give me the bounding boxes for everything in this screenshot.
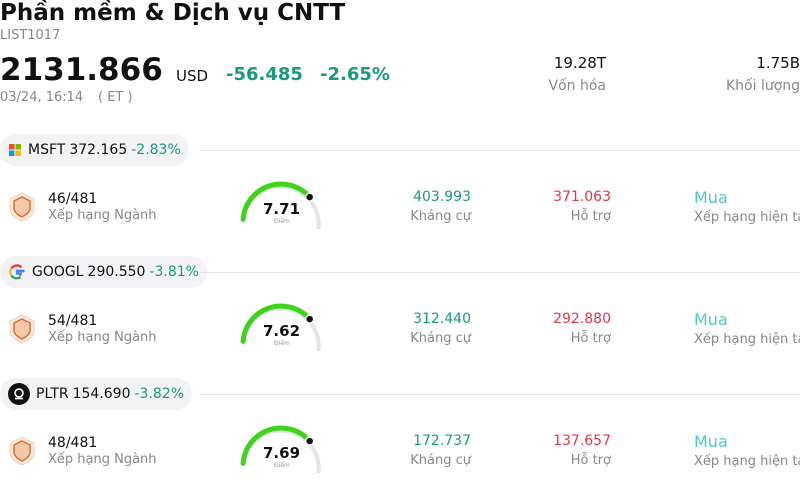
resistance: 172.737	[413, 433, 471, 449]
rating-label: Xếp hạng hiện tại	[694, 332, 800, 347]
support-label: Hỗ trợ	[570, 453, 611, 468]
rank-icon	[9, 436, 35, 466]
rank-icon	[9, 314, 35, 344]
rank: 48/481	[48, 435, 98, 451]
title: Phần mềm & Dịch vụ CNTT	[0, 0, 346, 26]
support: 371.063	[553, 189, 611, 205]
stock-change: -3.82%	[134, 386, 185, 402]
resistance: 312.440	[413, 311, 471, 327]
rating-label: Xếp hạng hiện tại	[694, 454, 800, 469]
resistance: 403.993	[413, 189, 471, 205]
separator	[200, 394, 800, 395]
code: LIST1017	[0, 28, 61, 43]
resistance-label: Kháng cự	[410, 453, 471, 468]
ticker: PLTR	[36, 386, 69, 402]
score-label: Điểm	[274, 340, 290, 347]
stock-pill[interactable]: MSFT 372.165 -2.83%	[0, 134, 189, 166]
rating: Mua	[694, 432, 728, 451]
rank-label: Xếp hạng Ngành	[48, 208, 157, 223]
rating: Mua	[694, 310, 728, 329]
support: 292.880	[553, 311, 611, 327]
score-label: Điểm	[274, 462, 290, 469]
ticker: MSFT	[28, 142, 66, 158]
ticker: GOOGL	[32, 264, 84, 280]
time: 03/24, 16:14	[0, 90, 84, 105]
separator	[200, 150, 800, 151]
stat-value: 1.75B	[756, 54, 800, 72]
stock-price: 372.165	[69, 142, 128, 158]
stock-pill[interactable]: GOOGL 290.550 -3.81%	[0, 256, 207, 288]
rating: Mua	[694, 188, 728, 207]
score-gauge	[240, 303, 321, 352]
change: -56.485	[226, 64, 303, 85]
stat-label: Khối lượng	[726, 78, 800, 94]
stat-label: Vốn hóa	[548, 78, 606, 94]
separator	[200, 272, 800, 273]
score: 7.62	[263, 322, 301, 340]
support: 137.657	[553, 433, 611, 449]
rank-label: Xếp hạng Ngành	[48, 330, 157, 345]
price: 2131.866	[0, 52, 163, 88]
resistance-label: Kháng cự	[410, 209, 471, 224]
stock-price: 154.690	[72, 386, 131, 402]
currency: USD	[176, 67, 209, 85]
stock-change: -2.83%	[131, 142, 181, 158]
rank-icon	[9, 192, 35, 222]
score-label: Điểm	[274, 218, 290, 225]
stat-value: 19.28T	[553, 54, 606, 72]
score: 7.71	[263, 200, 301, 218]
rank: 46/481	[48, 191, 98, 207]
resistance-label: Kháng cự	[410, 331, 471, 346]
rank-label: Xếp hạng Ngành	[48, 452, 157, 467]
support-label: Hỗ trợ	[570, 331, 611, 346]
score-gauge	[240, 181, 321, 230]
rating-label: Xếp hạng hiện tại	[694, 210, 800, 225]
change-pct: -2.65%	[320, 64, 390, 85]
stock-change: -3.81%	[149, 264, 199, 280]
timezone: ( ET )	[98, 90, 133, 105]
rank: 54/481	[48, 313, 98, 329]
stock-pill[interactable]: PLTR 154.690 -3.82%	[0, 378, 193, 410]
score: 7.69	[263, 444, 301, 462]
support-label: Hỗ trợ	[570, 209, 611, 224]
score-gauge	[240, 425, 321, 474]
stock-price: 290.550	[87, 264, 146, 280]
